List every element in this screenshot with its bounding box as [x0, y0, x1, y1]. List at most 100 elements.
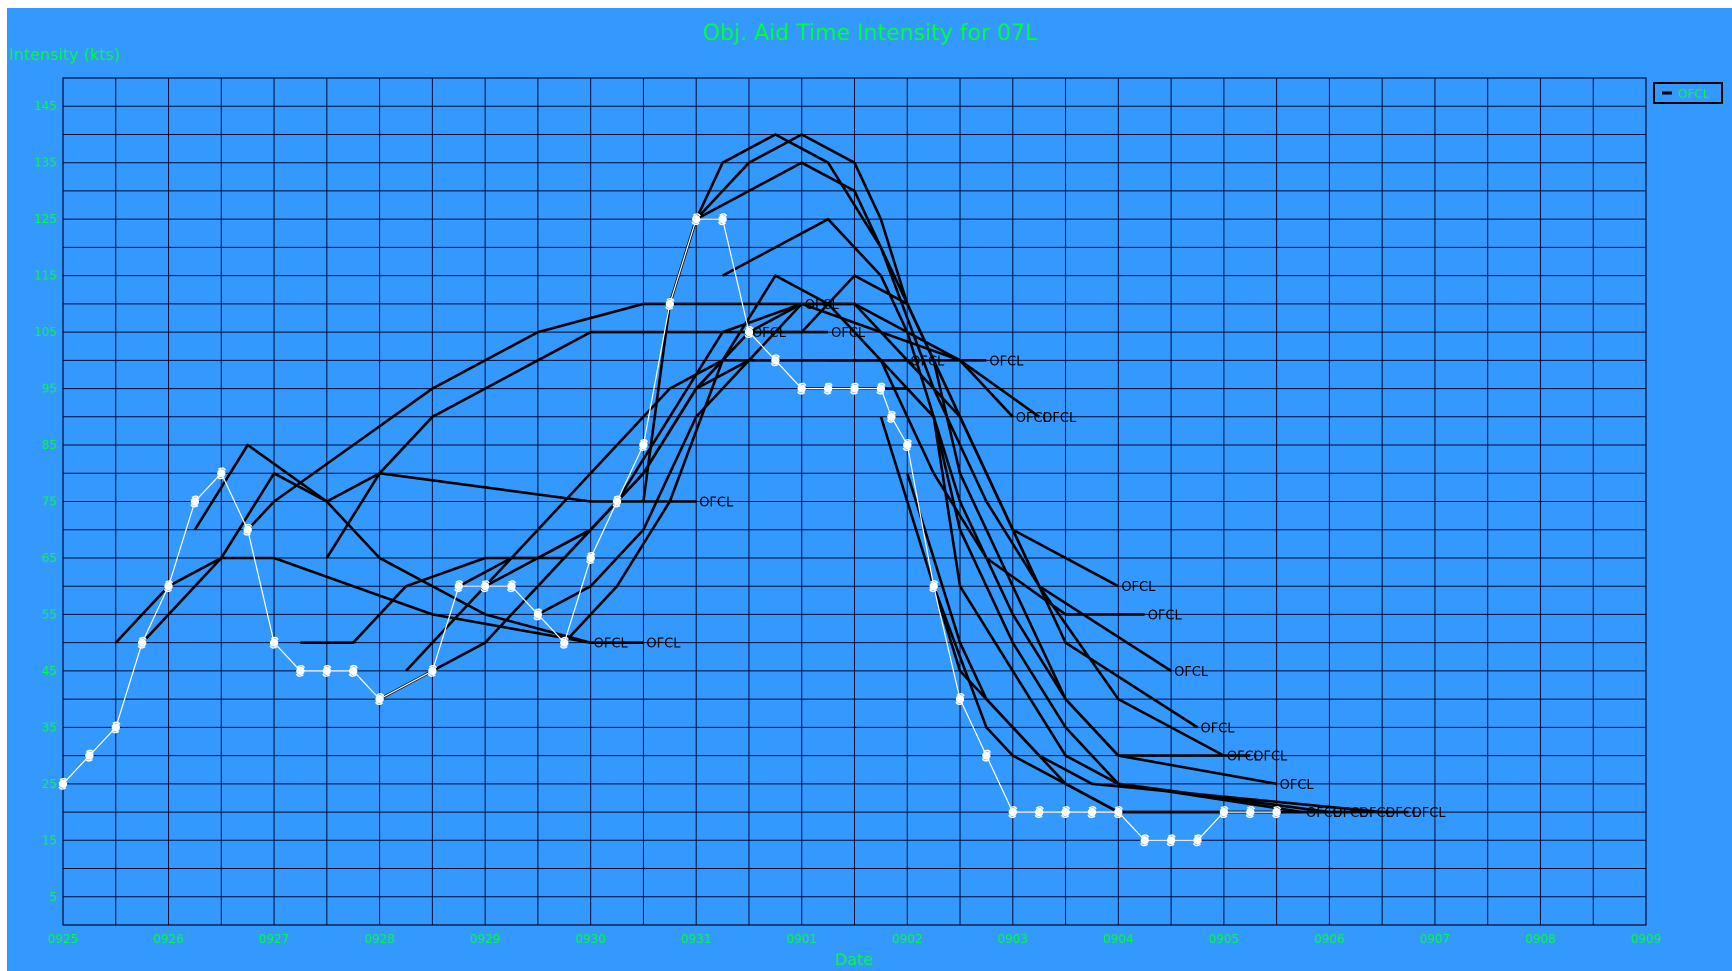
hurricane-symbol-icon — [902, 439, 912, 451]
forecast-line-21 — [906, 472, 1383, 814]
hurricane-symbol-icon — [243, 523, 253, 536]
hurricane-symbol-icon — [454, 580, 464, 593]
x-tick-label: 0905 — [1209, 932, 1240, 946]
forecast-end-label: OFCL — [1306, 806, 1341, 821]
forecast-line-19 — [828, 358, 1330, 814]
y-tick-label: 135 — [34, 156, 57, 170]
hurricane-symbol-icon — [427, 664, 438, 677]
forecast-end-label: OFCL — [1200, 721, 1235, 736]
hurricane-symbol-icon — [1166, 834, 1176, 847]
plot-border — [62, 77, 1647, 926]
x-tick-label: 0931 — [681, 932, 712, 946]
y-tick-label: 15 — [42, 833, 57, 847]
y-tick-label: 55 — [42, 607, 57, 621]
y-tick-label: 95 — [42, 382, 57, 396]
forecast-end-label: OFCL — [1412, 806, 1447, 821]
hurricane-symbol-icon — [1192, 834, 1203, 847]
best-track — [58, 213, 1282, 847]
hurricane-symbol-icon — [823, 382, 833, 395]
hurricane-symbol-icon — [1008, 806, 1018, 819]
hurricane-symbol-icon — [111, 721, 121, 734]
forecast-line-3 — [193, 443, 644, 645]
hurricane-symbol-icon — [638, 439, 649, 451]
x-tick-label: 0928 — [364, 932, 395, 946]
x-tick-label: 0903 — [998, 932, 1029, 946]
x-tick-label: 0926 — [153, 932, 184, 946]
hurricane-symbol-icon — [480, 580, 490, 593]
x-axis-label: Date — [835, 950, 873, 969]
hurricane-symbol-icon — [665, 297, 675, 310]
hurricane-symbol-icon — [269, 636, 279, 649]
forecast-line-1 — [114, 556, 591, 644]
hurricane-symbol-icon — [58, 777, 68, 790]
forecast-end-label: OFCL — [1042, 411, 1077, 426]
hurricane-symbol-icon — [1113, 806, 1123, 819]
x-tick-label: 0907 — [1420, 932, 1451, 946]
hurricane-symbol-icon — [586, 552, 596, 564]
hurricane-symbol-icon — [190, 495, 200, 508]
hurricane-symbol-icon — [163, 580, 174, 593]
hurricane-symbol-icon — [981, 749, 992, 762]
hurricane-symbol-icon — [770, 354, 781, 367]
forecast-end-label: OFCL — [1227, 750, 1262, 765]
forecast-end-label: OFCL — [1280, 778, 1315, 793]
y-tick-label: 145 — [34, 99, 57, 113]
plot-frame — [7, 8, 1732, 971]
axes: 5 15 25 35 45 55 65 75 85 95 105 115 125 135 145 0925 09… — [34, 99, 1661, 946]
forecast-end-label: OFCL — [594, 637, 629, 652]
y-tick-label: 75 — [42, 495, 57, 509]
hurricane-symbol-icon — [348, 664, 358, 677]
hurricane-symbol-icon — [612, 495, 622, 508]
hurricane-symbol-icon — [717, 213, 728, 226]
forecast-end-label: OFCL — [1359, 806, 1394, 821]
hurricane-symbol-icon — [1034, 806, 1044, 819]
hurricane-symbol-icon — [1245, 806, 1255, 819]
forecast-end-label: OFCL — [805, 298, 840, 313]
y-tick-label: 105 — [34, 325, 57, 339]
forecast-end-label: OFCL — [910, 354, 945, 369]
forecast-line-22 — [932, 585, 1409, 814]
y-tick-label: 35 — [42, 720, 57, 734]
forecast-end-label: OFCL — [752, 326, 787, 341]
forecast-end-label: OFCL — [1385, 806, 1420, 821]
hurricane-symbol-icon — [216, 467, 226, 480]
hurricane-symbol-icon — [1219, 806, 1229, 819]
x-tick-label: 0902 — [892, 932, 923, 946]
forecast-end-label: OFCL — [1016, 411, 1051, 426]
hurricane-symbol-icon — [506, 580, 517, 593]
forecast-end-label: OFCL — [1148, 608, 1183, 623]
hurricane-symbol-icon — [1140, 834, 1150, 847]
y-tick-label: 125 — [34, 212, 57, 226]
forecast-end-label: OFCL — [646, 637, 681, 652]
x-tick-label: 0906 — [1314, 932, 1345, 946]
forecast-end-label: OFCL — [989, 354, 1024, 369]
hurricane-symbol-icon — [295, 664, 306, 677]
forecast-end-label: OFCL — [1332, 806, 1367, 821]
hurricane-symbol-icon — [929, 580, 939, 593]
y-tick-label: 115 — [34, 269, 57, 283]
x-tick-label: 0925 — [48, 932, 79, 946]
hurricane-symbol-icon — [533, 608, 543, 621]
hurricane-symbol-icon — [374, 693, 385, 706]
hurricane-symbol-icon — [322, 664, 332, 677]
forecast-line-17 — [749, 274, 1277, 786]
x-tick-label: 0908 — [1525, 932, 1556, 946]
hurricane-symbol-icon — [955, 693, 965, 706]
hurricane-symbol-icon — [744, 326, 754, 339]
hurricane-symbol-icon — [137, 636, 147, 649]
hurricane-symbol-icon — [876, 382, 886, 395]
hurricane-symbol-icon — [691, 213, 701, 226]
x-tick-label: 0927 — [259, 932, 290, 946]
forecast-line-4 — [246, 302, 802, 531]
legend-entry-ofcl: OFCL — [1678, 87, 1710, 101]
y-tick-label: 25 — [42, 777, 57, 791]
hurricane-symbol-icon — [559, 636, 569, 649]
forecast-end-label: OFCL — [1121, 580, 1156, 595]
forecast-end-label: OFCL — [699, 496, 734, 511]
hurricane-symbol-icon — [1271, 806, 1282, 819]
hurricane-symbol-icon — [84, 749, 95, 762]
y-tick-label: 5 — [49, 890, 57, 904]
chart-title: Obj. Aid Time Intensity for 07L — [703, 21, 1038, 46]
